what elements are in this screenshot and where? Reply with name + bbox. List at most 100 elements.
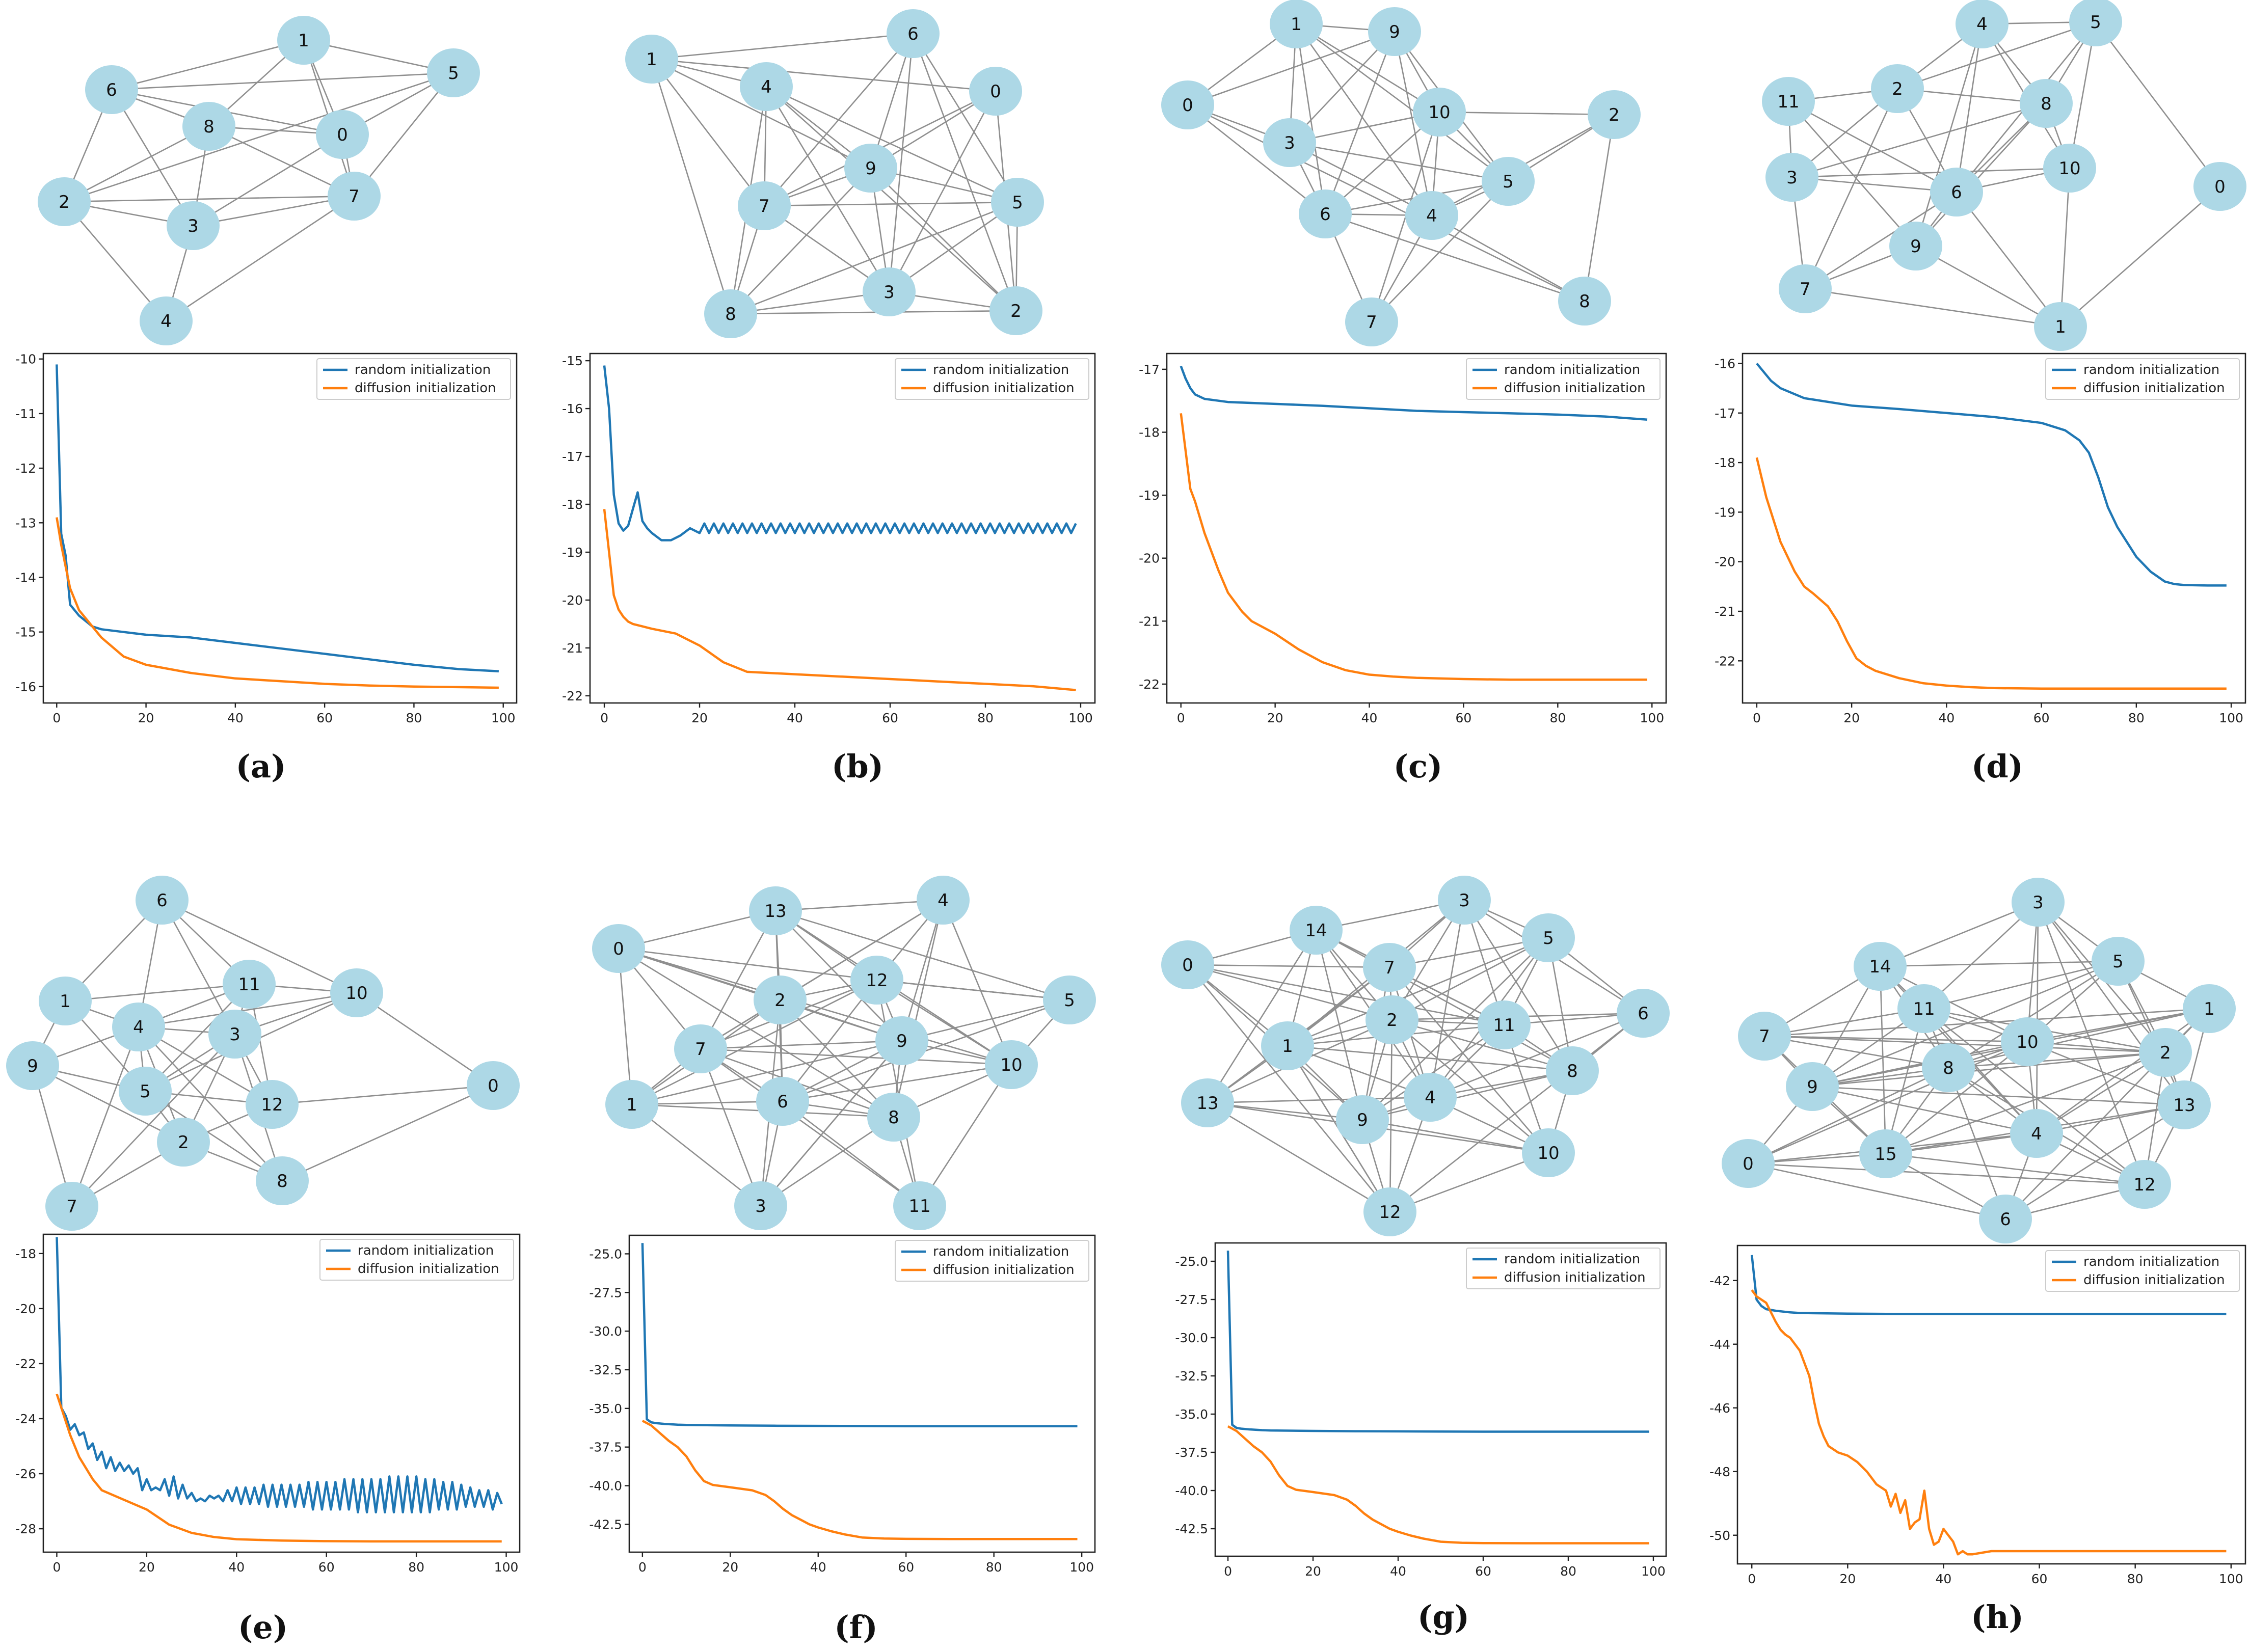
axes-frame	[1166, 353, 1667, 704]
node-7: 7	[1738, 1012, 1791, 1061]
node-5: 5	[1482, 157, 1535, 206]
edge-5-11	[1923, 960, 2119, 1010]
node-0: 0	[1161, 80, 1214, 129]
edge-6-2	[912, 33, 1017, 311]
edge-1-11	[65, 983, 250, 1002]
x-tick-label: 60	[318, 1560, 335, 1575]
node-circle	[256, 1156, 309, 1205]
node-circle	[1859, 1129, 1912, 1178]
node-10: 10	[1413, 88, 1466, 137]
node-circle	[1290, 906, 1343, 955]
node-circle	[740, 62, 793, 111]
y-tick-label: -32.5	[589, 1363, 622, 1377]
node-label: 7	[1384, 958, 1395, 978]
node-4: 4	[917, 876, 970, 925]
y-tick-label: -37.5	[1175, 1445, 1208, 1460]
node-circle	[2193, 162, 2246, 211]
edge-2-12	[1389, 1019, 1393, 1212]
x-tick-label: 40	[227, 711, 244, 725]
node-3: 3	[2012, 878, 2065, 927]
x-tick-label: 60	[1475, 1564, 1491, 1579]
edge-9-8	[730, 168, 871, 314]
plot-g: 0 20 40 60 80 100 -42.5 -40.0 -37.5 -35.0 -32.5 -30…	[1175, 1242, 1667, 1579]
node-label: 3	[188, 216, 199, 236]
diffusion-legend-label: diffusion initialization	[358, 1261, 499, 1277]
edge-2-7	[1804, 88, 1898, 289]
legend: random initialization diffusion initializ…	[895, 1240, 1089, 1282]
diffusion-series-line	[56, 517, 499, 689]
node-circle	[182, 102, 235, 151]
node-label: 3	[229, 1024, 240, 1045]
edge-0-12	[1748, 1162, 2145, 1185]
node-3: 3	[208, 1010, 261, 1059]
edge-6-12	[1389, 1012, 1644, 1213]
node-0: 0	[592, 924, 645, 973]
node-circle	[1336, 1095, 1389, 1144]
edge-9-13	[1812, 1086, 2185, 1106]
x-tick-label: 100	[1641, 1564, 1666, 1579]
node-label: 8	[2041, 94, 2052, 114]
node-3: 3	[1263, 118, 1316, 167]
random-legend-label: random initialization	[1504, 362, 1640, 377]
node-label: 5	[1064, 990, 1075, 1011]
node-circle	[1368, 7, 1421, 56]
node-circle	[1546, 1046, 1599, 1095]
plot-f: 0 20 40 60 80 100 -42.5 -40.0 -37.5 -35.0 -32.5 -30…	[589, 1234, 1096, 1575]
node-circle	[1161, 80, 1214, 129]
node-label: 1	[2204, 999, 2215, 1019]
node-label: 2	[1609, 105, 1620, 125]
node-circle	[887, 9, 940, 58]
node-7: 7	[1363, 943, 1416, 992]
node-circle	[112, 1003, 165, 1051]
node-label: 4	[1425, 1088, 1436, 1108]
y-tick-label: -28	[15, 1522, 36, 1536]
node-label: 5	[1503, 172, 1514, 192]
legend: random initialization diffusion initializ…	[316, 358, 511, 400]
node-circle	[1363, 1187, 1416, 1236]
diffusion-series-line	[56, 1393, 502, 1543]
edge-6-3	[111, 89, 194, 226]
node-10: 10	[330, 968, 383, 1017]
node-2: 2	[989, 286, 1042, 335]
x-tick-label: 40	[787, 711, 803, 725]
node-2: 2	[1588, 90, 1641, 139]
edge-10-2	[1439, 111, 1615, 116]
caption-h: (h)	[1971, 1599, 2024, 1636]
edge-2-10	[1391, 1019, 1549, 1153]
edge-6-8	[1325, 213, 1585, 302]
node-11: 11	[1762, 77, 1815, 126]
edge-9-2	[870, 168, 1016, 311]
node-circle	[1738, 1012, 1791, 1061]
node-circle	[2034, 302, 2087, 351]
edge-10-12	[1389, 1152, 1549, 1213]
caption-c: (c)	[1393, 748, 1443, 785]
edge-10-6	[782, 1064, 1012, 1102]
edge-8-9	[1915, 103, 2047, 247]
node-label: 4	[1976, 14, 1988, 35]
x-tick-label: 100	[494, 1560, 519, 1575]
x-tick-label: 0	[1753, 711, 1761, 725]
edge-2-7	[64, 195, 355, 203]
edge-0-3	[193, 133, 343, 227]
x-tick-label: 80	[977, 711, 994, 725]
node-5: 5	[119, 1067, 172, 1116]
node-9: 9	[1786, 1062, 1839, 1111]
node-label: 5	[140, 1081, 151, 1102]
edge-10-15	[1885, 1041, 2028, 1155]
node-label: 3	[1284, 133, 1295, 153]
x-tick-label: 60	[1456, 711, 1472, 725]
x-tick-label: 80	[986, 1560, 1002, 1575]
node-label: 2	[774, 990, 786, 1011]
edge-2-4	[64, 201, 167, 321]
node-5: 5	[991, 178, 1044, 227]
node-label: 4	[1426, 206, 1437, 226]
node-label: 6	[1951, 182, 1962, 203]
node-circle	[1522, 1128, 1575, 1177]
edge-3-10	[1791, 167, 2070, 178]
edge-6-7	[1805, 191, 1957, 290]
node-label: 6	[106, 80, 117, 100]
node-circle	[277, 16, 330, 65]
node-label: 7	[349, 186, 360, 207]
y-tick-label: -40.0	[1175, 1483, 1208, 1498]
y-tick-label: -21	[1139, 614, 1160, 629]
